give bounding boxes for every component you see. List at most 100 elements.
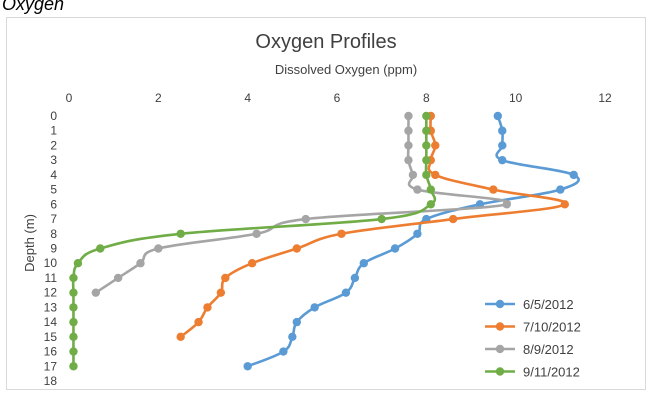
data-point	[413, 229, 422, 238]
data-point	[498, 155, 507, 165]
y-tick-label: 3	[50, 153, 57, 167]
y-tick-label: 14	[44, 315, 58, 329]
data-point	[96, 244, 105, 253]
data-point	[493, 111, 502, 121]
data-point	[404, 111, 413, 121]
x-tick-label: 12	[598, 91, 612, 105]
y-tick-label: 5	[50, 183, 57, 197]
data-point	[377, 214, 386, 224]
data-point	[498, 126, 507, 135]
legend-item: 9/11/2012	[485, 365, 580, 380]
legend: 6/5/2012 7/10/2012 8/9/2012 9/11/2012	[485, 297, 581, 380]
x-tick-label: 8	[423, 91, 430, 105]
data-point	[279, 347, 288, 356]
data-point	[337, 229, 346, 238]
data-point	[422, 126, 431, 135]
data-point	[431, 141, 440, 150]
legend-marker	[495, 367, 505, 376]
data-point	[221, 273, 230, 283]
data-point	[390, 244, 400, 253]
x-tick-label: 10	[509, 91, 523, 105]
legend-label: 9/11/2012	[523, 365, 580, 380]
data-point	[69, 273, 78, 283]
y-tick-label: 7	[50, 212, 57, 226]
data-point	[252, 229, 261, 238]
y-tick-label: 1	[50, 124, 57, 138]
series-line	[94, 114, 511, 294]
series-4	[69, 111, 437, 371]
legend-label: 6/5/2012	[523, 297, 574, 312]
y-tick-label: 17	[44, 359, 58, 373]
legend-label: 7/10/2012	[523, 320, 581, 335]
data-point	[426, 185, 435, 194]
data-point	[489, 185, 498, 194]
data-point	[413, 185, 422, 194]
data-point	[69, 362, 78, 371]
data-point	[404, 126, 413, 135]
y-axis-title: Depth (m)	[22, 214, 37, 272]
data-point	[69, 347, 78, 356]
data-point	[154, 244, 163, 253]
data-point	[136, 259, 145, 268]
data-point	[243, 362, 252, 371]
series-line	[179, 114, 567, 339]
y-tick-label: 0	[50, 109, 57, 123]
series-line	[71, 114, 437, 368]
x-axis-title: Dissolved Oxygen (ppm)	[275, 62, 417, 77]
data-point	[203, 303, 212, 312]
data-point	[404, 141, 413, 150]
data-point	[498, 141, 507, 150]
legend-marker	[495, 322, 505, 331]
legend-label: 8/9/2012	[523, 342, 574, 357]
data-point	[310, 303, 319, 312]
data-point	[69, 288, 78, 297]
data-point	[113, 273, 123, 283]
oxygen-profiles-chart: Oxygen Profiles Dissolved Oxygen (ppm) D…	[22, 31, 612, 388]
data-point	[91, 288, 101, 297]
legend-marker	[495, 299, 505, 309]
legend-item: 7/10/2012	[485, 320, 581, 335]
series-1	[243, 111, 580, 371]
x-tick-label: 4	[244, 91, 251, 105]
data-point	[341, 288, 351, 297]
y-tick-label: 18	[44, 374, 58, 388]
data-point	[408, 170, 418, 180]
x-tick-label: 0	[66, 91, 73, 105]
data-point	[448, 214, 458, 224]
y-tick-label: 10	[44, 256, 58, 270]
data-point	[216, 288, 226, 297]
data-point	[422, 111, 431, 121]
data-point	[69, 317, 78, 327]
data-point	[292, 317, 301, 327]
data-point	[502, 200, 511, 209]
data-point	[422, 170, 431, 180]
y-tick-label: 2	[50, 138, 57, 152]
data-point	[288, 332, 297, 342]
data-point	[431, 170, 440, 180]
data-point	[359, 259, 368, 268]
data-point	[176, 332, 185, 342]
chart-area: Oxygen Profiles Dissolved Oxygen (ppm) D…	[6, 17, 646, 390]
data-point	[422, 141, 431, 150]
data-point	[292, 244, 301, 253]
legend-item: 8/9/2012	[485, 342, 574, 357]
x-tick-label: 2	[155, 91, 162, 105]
legend-item: 6/5/2012	[485, 297, 574, 312]
chart-title: Oxygen Profiles	[255, 31, 396, 53]
data-point	[350, 273, 360, 283]
data-point	[426, 200, 435, 209]
data-point	[73, 259, 83, 268]
x-tick-label: 6	[334, 91, 341, 105]
y-tick-label: 13	[44, 300, 58, 314]
y-tick-label: 8	[50, 227, 57, 241]
data-point	[69, 303, 78, 312]
series-2	[176, 111, 569, 342]
y-tick-label: 16	[44, 345, 58, 359]
data-point	[560, 200, 569, 209]
data-point	[194, 317, 203, 327]
page-caption: Oxygen	[2, 0, 65, 14]
data-point	[569, 170, 578, 180]
data-point	[301, 214, 310, 224]
y-tick-label: 12	[44, 286, 58, 300]
